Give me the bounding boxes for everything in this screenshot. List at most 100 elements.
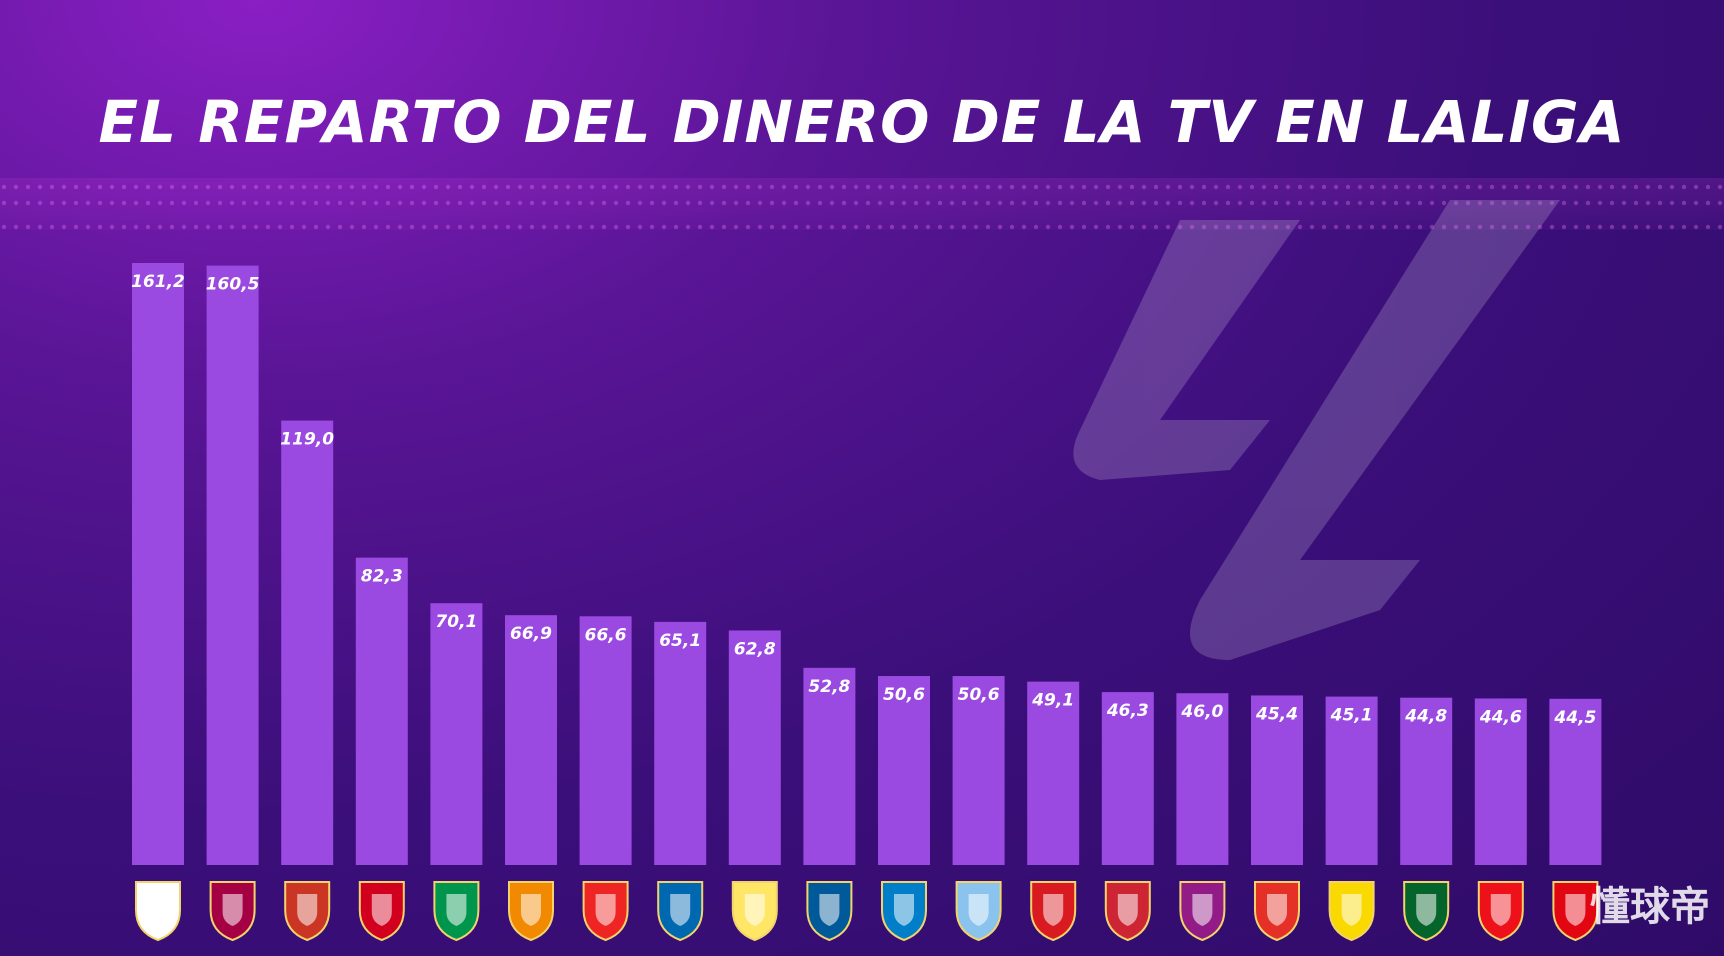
decor-dot (1345, 200, 1351, 206)
value-label-15: 46,0 (1180, 702, 1223, 722)
decor-dot (1633, 184, 1639, 190)
decor-dot (1093, 184, 1099, 190)
decor-dot (1453, 184, 1459, 190)
decor-dot (61, 184, 67, 190)
decor-dot (853, 224, 859, 230)
decor-dot (1105, 184, 1111, 190)
bar-16 (1251, 695, 1303, 865)
decor-dot (781, 224, 787, 230)
decor-dot (1321, 184, 1327, 190)
value-label-17: 45,1 (1330, 706, 1373, 726)
cadiz-crest-icon (1328, 881, 1375, 942)
decor-dot (85, 184, 91, 190)
decor-dot (1309, 184, 1315, 190)
decor-dot (925, 184, 931, 190)
decor-dot (1033, 224, 1039, 230)
decor-dot (841, 224, 847, 230)
decor-dot (1081, 200, 1087, 206)
decor-dot (721, 200, 727, 206)
mallorca-crest-icon (1552, 881, 1599, 942)
decor-dot (1357, 184, 1363, 190)
decor-dot (745, 224, 751, 230)
decor-dot (1333, 200, 1339, 206)
decor-dot (1105, 200, 1111, 206)
decor-dot (1009, 224, 1015, 230)
betis-crest-icon (433, 881, 480, 942)
decor-dot (1153, 224, 1159, 230)
decor-dot (1225, 200, 1231, 206)
decor-dot (1393, 224, 1399, 230)
decor-dot (1309, 224, 1315, 230)
decor-dot (1621, 184, 1627, 190)
decor-dot (805, 200, 811, 206)
chart-title: EL REPARTO DEL DINERO DE LA TV EN LALIGA (98, 88, 1626, 156)
decor-dot (229, 200, 235, 206)
decor-dot (1057, 200, 1063, 206)
decor-dot (913, 224, 919, 230)
decor-dot (385, 224, 391, 230)
decor-dot (277, 184, 283, 190)
decor-dot (1633, 224, 1639, 230)
decor-dot (157, 200, 163, 206)
decor-dot (1309, 200, 1315, 206)
bar-3 (281, 420, 334, 865)
decor-dot (1, 224, 7, 230)
decor-dot (469, 224, 475, 230)
decor-dot (769, 200, 775, 206)
decor-dot (457, 224, 463, 230)
decor-dot (1441, 184, 1447, 190)
decor-dot (805, 184, 811, 190)
value-label-11: 50,6 (883, 685, 925, 705)
decor-dot (481, 224, 487, 230)
decor-dot (1129, 224, 1135, 230)
decor-dot (13, 224, 19, 230)
decor-dot (517, 184, 523, 190)
decor-dot (937, 224, 943, 230)
value-label-6: 66,9 (510, 624, 552, 644)
decor-dot (1189, 184, 1195, 190)
bar-15 (1176, 693, 1229, 865)
decor-dot (37, 224, 43, 230)
decor-dot (97, 200, 103, 206)
decor-dot (997, 184, 1003, 190)
decor-dot (829, 184, 835, 190)
decor-dot (49, 184, 55, 190)
decor-dot (1381, 224, 1387, 230)
decor-dot (289, 200, 295, 206)
decor-dot (1477, 184, 1483, 190)
decor-dot (1597, 224, 1603, 230)
decor-dot (1357, 224, 1363, 230)
decor-dot (337, 200, 343, 206)
decor-dot (1453, 224, 1459, 230)
decor-dot (601, 184, 607, 190)
decor-dot (589, 184, 595, 190)
decor-dot (1645, 200, 1651, 206)
decor-dot (1417, 200, 1423, 206)
decor-dot (985, 200, 991, 206)
decor-dot (1273, 224, 1279, 230)
decor-dot (97, 184, 103, 190)
decor-dot (1717, 224, 1723, 230)
decor-dot (1525, 200, 1531, 206)
decor-dot (1117, 200, 1123, 206)
decor-dot (577, 200, 583, 206)
decor-dot (469, 200, 475, 206)
decor-dot (1549, 224, 1555, 230)
decor-dot (1669, 200, 1675, 206)
decor-dot (1477, 200, 1483, 206)
decor-dot (553, 224, 559, 230)
decor-dot (769, 224, 775, 230)
bar-18 (1400, 697, 1453, 865)
decor-dot (1573, 224, 1579, 230)
decor-dot (61, 200, 67, 206)
decor-dot (997, 200, 1003, 206)
decor-dot (13, 184, 19, 190)
decor-dot (889, 200, 895, 206)
decor-dot (301, 224, 307, 230)
decor-dot (625, 224, 631, 230)
decor-dot (673, 184, 679, 190)
decor-dot (193, 184, 199, 190)
decor-dot (1429, 224, 1435, 230)
decor-dot (493, 184, 499, 190)
decor-dot (1549, 184, 1555, 190)
